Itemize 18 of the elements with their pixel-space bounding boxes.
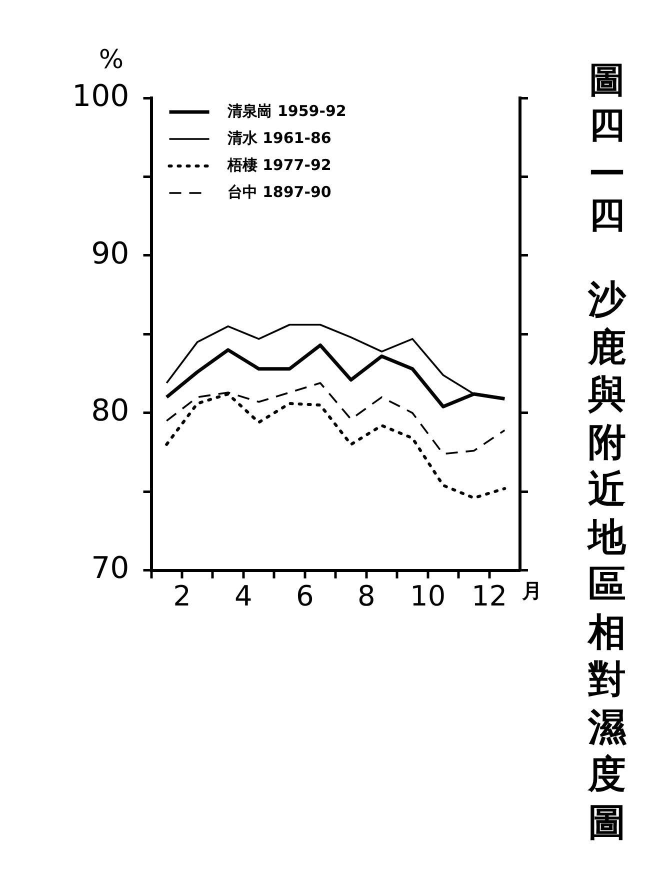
y-tick-label: 100 — [72, 78, 130, 114]
x-tick-label: 8 — [357, 579, 376, 612]
x-tick-label: 12 — [471, 579, 508, 612]
x-tick-label: 10 — [410, 579, 446, 612]
text: 沙鹿與附近地區相對濕度圖 — [588, 277, 626, 844]
y-tick-label: 70 — [91, 551, 130, 586]
legend-label: 梧棲 1977-92 — [226, 156, 332, 174]
y-tick-label: 90 — [91, 236, 130, 272]
legend-label: 清泉崗 1959-92 — [226, 102, 346, 120]
x-tick-label: 6 — [296, 579, 314, 612]
y-tick-label: 80 — [91, 394, 130, 429]
x-tick-label: 2 — [173, 579, 191, 612]
y-axis-title: % — [98, 44, 124, 75]
x-tick-label: 4 — [234, 579, 252, 612]
legend-label: 清水 1961-86 — [226, 128, 332, 147]
x-axis-title: 月 — [521, 578, 542, 603]
legend-label: 台中 1897-90 — [227, 182, 332, 201]
text: 圖四—四 — [589, 59, 625, 238]
